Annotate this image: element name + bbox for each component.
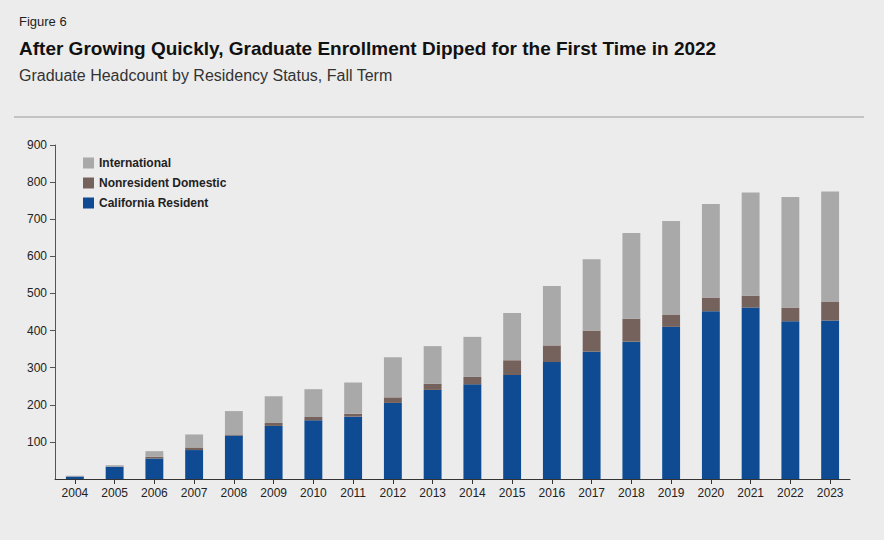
svg-text:After Growing Quickly, Graduat: After Growing Quickly, Graduate Enrollme…	[19, 38, 716, 59]
svg-text:Nonresident Domestic: Nonresident Domestic	[99, 176, 227, 190]
svg-text:600: 600	[27, 249, 47, 263]
svg-text:2012: 2012	[380, 486, 407, 500]
svg-text:200: 200	[27, 398, 47, 412]
svg-text:700: 700	[27, 212, 47, 226]
svg-text:100: 100	[27, 435, 47, 449]
svg-text:400: 400	[27, 324, 47, 338]
svg-text:900: 900	[27, 138, 47, 152]
svg-text:2004: 2004	[62, 486, 89, 500]
svg-text:2013: 2013	[419, 486, 446, 500]
svg-text:2006: 2006	[141, 486, 168, 500]
svg-text:500: 500	[27, 286, 47, 300]
svg-text:2021: 2021	[737, 486, 764, 500]
svg-text:2011: 2011	[340, 486, 366, 500]
svg-text:2017: 2017	[578, 486, 605, 500]
svg-text:2008: 2008	[221, 486, 248, 500]
svg-text:800: 800	[27, 175, 47, 189]
svg-text:California Resident: California Resident	[99, 196, 208, 210]
svg-text:International: International	[99, 156, 171, 170]
svg-text:2018: 2018	[618, 486, 645, 500]
svg-text:2014: 2014	[459, 486, 486, 500]
svg-text:2016: 2016	[539, 486, 566, 500]
svg-text:2005: 2005	[101, 486, 128, 500]
svg-text:2010: 2010	[300, 486, 327, 500]
svg-text:Graduate Headcount by Residenc: Graduate Headcount by Residency Status, …	[19, 67, 392, 84]
svg-text:2019: 2019	[658, 486, 685, 500]
svg-text:2007: 2007	[181, 486, 208, 500]
svg-text:Figure 6: Figure 6	[19, 14, 67, 29]
svg-text:300: 300	[27, 361, 47, 375]
svg-text:2015: 2015	[499, 486, 526, 500]
svg-text:2022: 2022	[777, 486, 804, 500]
svg-text:2020: 2020	[698, 486, 725, 500]
svg-text:2009: 2009	[260, 486, 287, 500]
svg-text:2023: 2023	[817, 486, 844, 500]
